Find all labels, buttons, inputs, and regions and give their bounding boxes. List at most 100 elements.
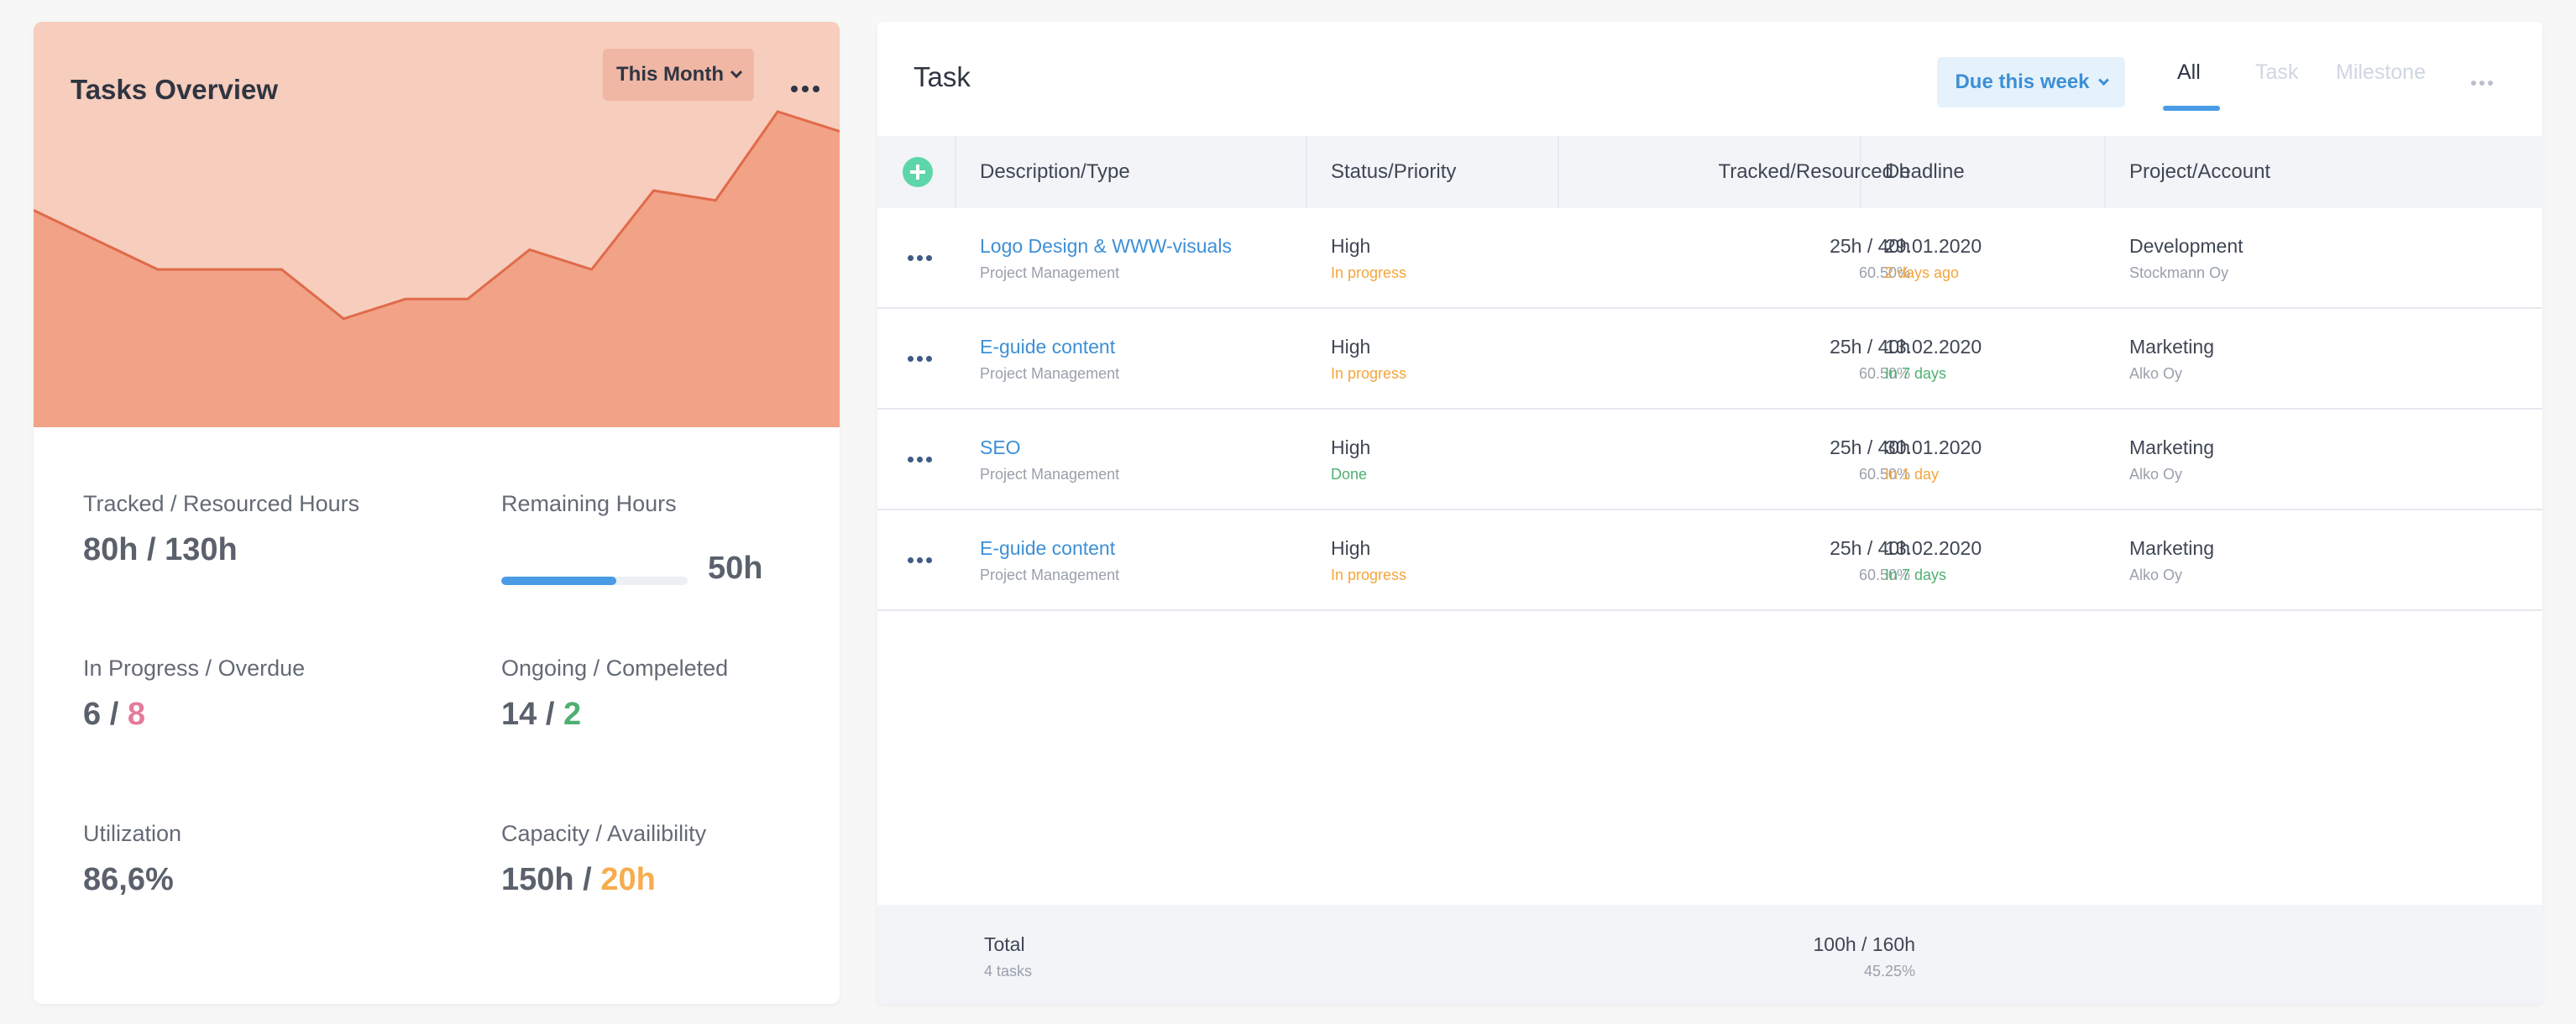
tab-milestone[interactable]: Milestone — [2336, 60, 2426, 84]
value-separator: / — [101, 697, 128, 732]
task-status: In progress — [1331, 567, 1407, 583]
task-tracked-cell: 25h / 40h 60.50% — [1558, 336, 1910, 383]
task-account: Alko Oy — [2129, 567, 2183, 583]
task-tracked-percent: 60.50% — [1858, 466, 1910, 483]
task-project: Development — [2129, 235, 2244, 257]
task-project-cell: Marketing Alko Oy — [2129, 336, 2214, 383]
tab-task[interactable]: Task — [2255, 60, 2299, 84]
task-name-link[interactable]: Logo Design & WWW-visuals — [980, 235, 1232, 257]
inprogress-count: 6 — [83, 697, 102, 732]
metric-label: Utilization — [83, 821, 182, 846]
more-options-icon[interactable] — [2471, 81, 2493, 86]
metric-inprogress-overdue: In Progress / Overdue 6 / 8 — [83, 656, 305, 733]
metric-value: 50h — [708, 551, 763, 586]
task-name-link[interactable]: E-guide content — [980, 537, 1116, 559]
task-status-cell: High In progress — [1331, 537, 1406, 584]
task-project-cell: Development Stockmann Oy — [2129, 235, 2244, 282]
due-filter-label: Due this week — [1955, 71, 2090, 93]
task-tracked-percent: 60.50% — [1858, 264, 1910, 281]
row-actions-icon[interactable] — [908, 356, 932, 362]
period-dropdown[interactable]: This Month — [603, 49, 754, 101]
metric-tracked-resourced: Tracked / Resourced Hours 80h / 130h — [83, 491, 359, 568]
total-tracked-cell: 100h / 160h 45.25% — [1558, 933, 1915, 980]
column-header-tracked[interactable]: Tracked/Resourced h — [1718, 160, 1910, 183]
task-status: Done — [1331, 466, 1368, 483]
tab-all[interactable]: All — [2177, 60, 2201, 84]
task-project: Marketing — [2129, 436, 2214, 458]
period-dropdown-label: This Month — [616, 63, 724, 86]
metric-capacity-availability: Capacity / Availibility 150h / 20h — [501, 821, 706, 898]
task-type: Project Management — [980, 466, 1120, 483]
metric-label: Capacity / Availibility — [501, 821, 707, 846]
total-label: Total — [984, 933, 1025, 955]
chevron-down-icon — [2097, 74, 2109, 86]
task-name-link[interactable]: SEO — [980, 436, 1021, 458]
total-tracked-hours: 100h / 160h — [1813, 933, 1915, 955]
row-actions-icon[interactable] — [908, 457, 932, 462]
task-tracked-hours: 25h / 40h — [1830, 537, 1910, 559]
metric-label: In Progress / Overdue — [83, 656, 306, 681]
table-row[interactable]: Logo Design & WWW-visuals Project Manage… — [877, 208, 2542, 309]
task-tracked-hours: 25h / 40h — [1830, 336, 1910, 358]
table-row[interactable]: E-guide content Project Management High … — [877, 510, 2542, 611]
value-separator: / — [573, 862, 601, 897]
row-actions-icon[interactable] — [908, 557, 932, 563]
task-priority: High — [1331, 436, 1371, 458]
task-deadline-note: In 7 days — [1885, 365, 1947, 382]
task-name-link[interactable]: E-guide content — [980, 336, 1116, 358]
remaining-hours-progress — [501, 577, 688, 585]
task-tracked-percent: 60.50% — [1858, 567, 1910, 583]
chart-area-fill — [34, 112, 840, 427]
task-account: Alko Oy — [2129, 466, 2183, 483]
due-filter-dropdown[interactable]: Due this week — [1937, 57, 2125, 107]
task-description-cell: Logo Design & WWW-visuals Project Manage… — [980, 235, 1232, 282]
task-table-card: Task Due this week All Task Milestone De… — [877, 22, 2542, 1004]
total-tracked-percent: 45.25% — [1863, 963, 1915, 980]
task-tracked-cell: 25h / 40h 60.50% — [1558, 537, 1910, 584]
tasks-overview-card: Tasks Overview This Month Tracked / Reso… — [34, 22, 840, 1004]
task-project-cell: Marketing Alko Oy — [2129, 436, 2214, 483]
task-deadline-cell: 30.01.2020 In 1 day — [1885, 436, 1982, 483]
task-deadline-note: In 1 day — [1885, 466, 1940, 483]
task-description-cell: SEO Project Management — [980, 436, 1119, 483]
remaining-hours-progress-fill — [501, 577, 616, 585]
add-task-icon[interactable] — [903, 157, 933, 187]
task-tracked-cell: 25h / 40h 60.50% — [1558, 235, 1910, 282]
task-account: Stockmann Oy — [2129, 264, 2229, 281]
task-status-cell: High In progress — [1331, 235, 1406, 282]
table-footer-total: Total 4 tasks 100h / 160h 45.25% — [877, 905, 2542, 1004]
ongoing-count: 14 — [501, 697, 537, 732]
table-row[interactable]: E-guide content Project Management High … — [877, 309, 2542, 410]
metric-remaining-hours: Remaining Hours — [501, 491, 677, 517]
metric-value: 6 / 8 — [83, 697, 305, 733]
task-deadline-cell: 13.02.2020 In 7 days — [1885, 537, 1982, 584]
row-actions-icon[interactable] — [908, 255, 932, 261]
table-row[interactable]: SEO Project Management High Done 25h / 4… — [877, 410, 2542, 510]
metric-utilization: Utilization 86,6% — [83, 821, 181, 898]
task-priority: High — [1331, 235, 1371, 257]
task-description-cell: E-guide content Project Management — [980, 537, 1119, 584]
availability-value: 20h — [600, 862, 656, 897]
column-header-status[interactable]: Status/Priority — [1331, 160, 1457, 183]
more-options-icon[interactable] — [791, 81, 825, 97]
column-header-project[interactable]: Project/Account — [2129, 160, 2271, 183]
column-header-deadline[interactable]: Deadline — [1885, 160, 1965, 183]
task-deadline-date: 13.02.2020 — [1885, 336, 1982, 358]
task-deadline-date: 30.01.2020 — [1885, 436, 1982, 458]
task-deadline-cell: 13.02.2020 In 7 days — [1885, 336, 1982, 383]
chevron-down-icon — [730, 66, 743, 79]
task-status-cell: High In progress — [1331, 336, 1406, 383]
task-deadline-date: 29.01.2020 — [1885, 235, 1982, 257]
completed-count: 2 — [563, 697, 582, 732]
capacity-value: 150h — [501, 862, 574, 897]
task-deadline-note: 2 days ago — [1885, 264, 1960, 281]
overview-area-chart — [34, 110, 840, 427]
metric-value: 150h / 20h — [501, 862, 706, 898]
metric-label: Remaining Hours — [501, 491, 677, 516]
task-description-cell: E-guide content Project Management — [980, 336, 1119, 383]
metric-value: 80h / 130h — [83, 532, 238, 567]
task-tracked-hours: 25h / 40h — [1830, 436, 1910, 458]
task-status: In progress — [1331, 264, 1407, 281]
metric-ongoing-completed: Ongoing / Compeleted 14 / 2 — [501, 656, 728, 733]
column-header-description[interactable]: Description/Type — [980, 160, 1130, 183]
